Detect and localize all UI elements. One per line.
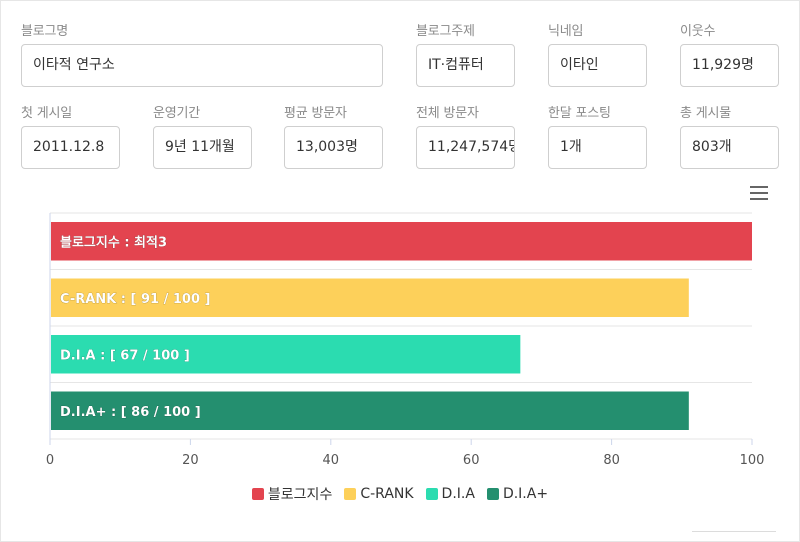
total-visitors-value: 11,247,574명 [416, 126, 515, 169]
first-post-date-label: 첫 게시일 [21, 106, 72, 121]
bar-label: C-RANK : [ 91 / 100 ] [60, 292, 210, 307]
menu-line [750, 192, 768, 194]
x-tick-label: 20 [182, 453, 199, 468]
legend-label: 블로그지수 [267, 487, 333, 503]
monthly-posts-value: 1개 [548, 126, 647, 169]
first-post-date-value: 2011.12.8 [21, 126, 120, 169]
blog-topic-label: 블로그주제 [416, 24, 475, 39]
x-tick-label: 60 [463, 453, 480, 468]
x-tick-label: 40 [323, 453, 340, 468]
blog-name-label: 블로그명 [21, 24, 69, 39]
legend-item-dia-plus[interactable]: D.I.A+ [486, 484, 549, 504]
operating-period-value: 9년 11개월 [153, 126, 252, 169]
total-posts-value: 803개 [680, 126, 779, 169]
avg-visitors-value: 13,003명 [284, 126, 383, 169]
bar-label: 블로그지수 : 최적3 [60, 234, 167, 250]
legend-swatch [344, 488, 357, 500]
neighbors-label: 이웃수 [680, 24, 716, 39]
nickname-label: 닉네임 [548, 24, 584, 39]
bar-label: D.I.A+ : [ 86 / 100 ] [60, 405, 201, 420]
bar-label: D.I.A : [ 67 / 100 ] [60, 348, 190, 363]
menu-line [750, 198, 768, 200]
legend-swatch [425, 488, 438, 500]
blog-index-bar-chart: 블로그지수 : 최적3 C-RANK : [ 91 / 100 ] D.I.A : … [46, 212, 765, 468]
legend-label: D.I.A [441, 486, 475, 502]
legend-swatch [486, 488, 499, 500]
operating-period-label: 운영기간 [153, 106, 201, 121]
bar [51, 391, 689, 430]
bar [51, 335, 521, 374]
legend-item-blog-index[interactable]: 블로그지수 [251, 484, 333, 504]
total-visitors-label: 전체 방문자 [416, 106, 479, 121]
x-tick-label: 100 [740, 453, 765, 468]
chart-credit-divider [692, 531, 776, 532]
legend-label: D.I.A+ [502, 486, 549, 502]
bar [51, 278, 689, 317]
monthly-posts-label: 한달 포스팅 [548, 106, 611, 121]
chart-legend: 블로그지수 C-RANK D.I.A D.I.A+ [0, 484, 800, 504]
legend-swatch [251, 488, 264, 500]
avg-visitors-label: 평균 방문자 [284, 106, 347, 121]
total-posts-label: 총 게시물 [680, 106, 731, 121]
legend-item-c-rank[interactable]: C-RANK [344, 484, 414, 504]
bar [51, 222, 752, 261]
legend-label: C-RANK [360, 486, 414, 502]
nickname-value: 이타인 [548, 44, 647, 87]
neighbors-value: 11,929명 [680, 44, 779, 87]
menu-line [750, 186, 768, 188]
blog-name-value: 이타적 연구소 [21, 44, 383, 87]
hamburger-menu-icon[interactable] [750, 186, 768, 200]
legend-item-dia[interactable]: D.I.A [425, 484, 475, 504]
x-tick-label: 80 [603, 453, 620, 468]
x-tick-label: 0 [46, 453, 54, 468]
blog-topic-value: IT·컴퓨터 [416, 44, 515, 87]
